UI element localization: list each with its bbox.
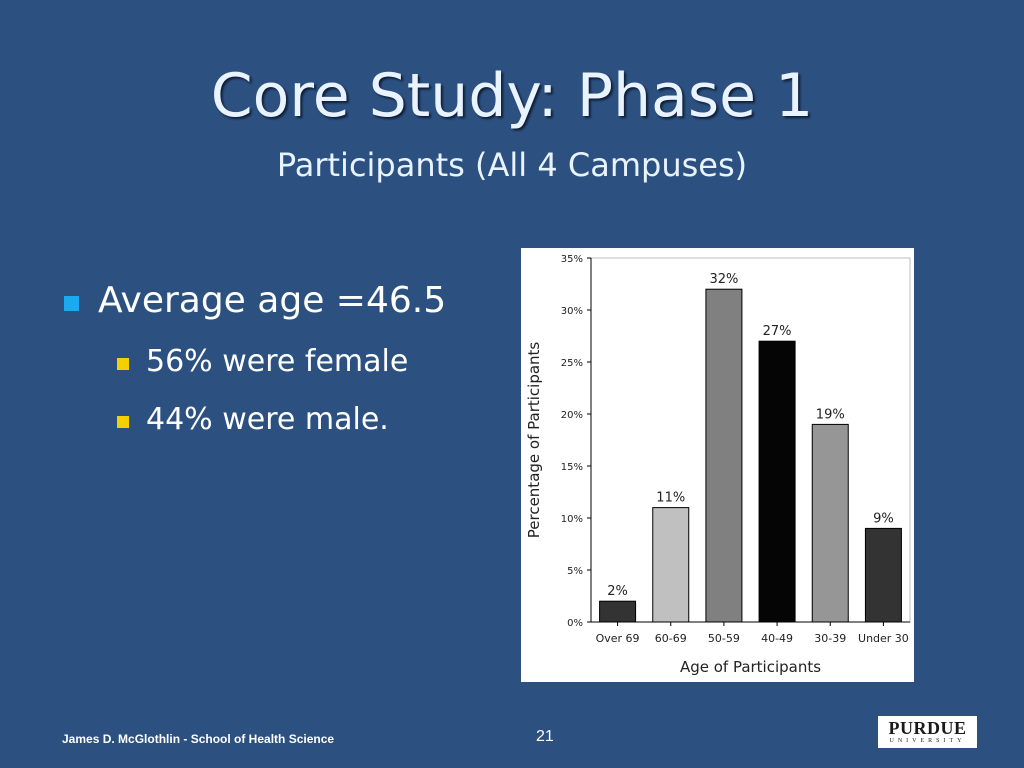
y-axis-label: Percentage of Participants [525,342,543,539]
x-tick-label: 60-69 [655,632,687,645]
bar-value-label: 32% [709,272,738,287]
sub-bullet-text: 56% were female [146,344,409,379]
bar-value-label: 11% [656,491,685,506]
y-tick-label: 20% [561,410,583,421]
slide-subtitle: Participants (All 4 Campuses) [276,146,748,184]
y-tick-label: 30% [561,306,583,317]
footer-author: James D. McGlothlin - School of Health S… [62,732,335,746]
bullet-average-age: Average age =46.5 [62,278,446,324]
bar [864,527,902,623]
bullet-list: Average age =46.5 56% were female 44% we… [62,278,446,440]
bar-value-label: 27% [763,324,792,339]
logo-subtext: UNIVERSITY [889,738,966,744]
sub-bullet-female: 56% were female [62,342,446,382]
bar [758,340,796,623]
bar [599,600,637,623]
bar-value-label: 9% [873,511,894,526]
x-tick-label: Over 69 [596,632,640,645]
y-tick-label: 10% [561,514,583,525]
bar [652,507,690,623]
bar [705,288,743,623]
bar-value-label: 2% [607,584,628,599]
plot-area-border [590,257,911,623]
logo-wordmark: PURDUE [888,718,967,738]
purdue-logo: PURDUE UNIVERSITY [878,716,977,748]
sub-bullet-text: 44% were male. [146,402,389,437]
sub-bullet-male: 44% were male. [62,400,446,440]
bar [811,423,849,623]
bullet-square-icon [64,296,79,311]
sub-bullet-square-icon [117,358,129,370]
bar-value-label: 19% [816,407,845,422]
bar-chart: 0% 5% 10% 15% 20% 25% 30% 35% 2% Over 69 11% 60-69 3… [521,248,914,682]
x-tick-label: 40-49 [761,632,793,645]
x-tick-label: Under 30 [858,632,909,645]
x-axis-label: Age of Participants [680,658,821,676]
y-tick-label: 5% [567,566,583,577]
y-tick-label: 0% [567,618,583,629]
bar-chart-svg: 0% 5% 10% 15% 20% 25% 30% 35% 2% Over 69 11% 60-69 3… [525,254,911,676]
y-tick-label: 25% [561,358,583,369]
bullet-text: Average age =46.5 [98,280,447,321]
y-tick-label: 35% [561,254,583,265]
sub-bullet-square-icon [117,416,129,428]
y-tick-label: 15% [561,462,583,473]
x-tick-label: 50-59 [708,632,740,645]
x-tick-label: 30-39 [814,632,846,645]
page-number: 21 [536,728,554,745]
slide-title: Core Study: Phase 1 [210,61,814,131]
